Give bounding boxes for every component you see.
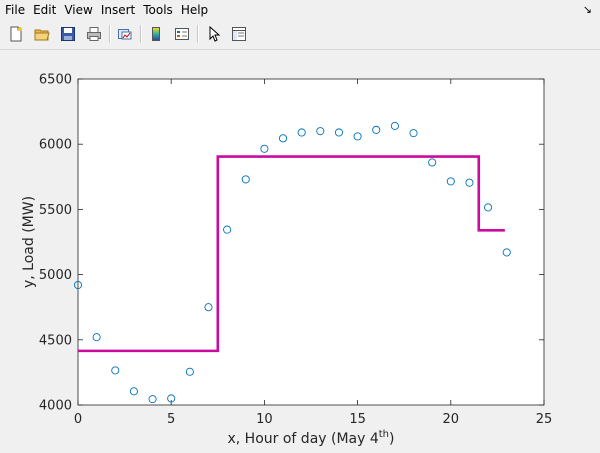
y-tick-label: 6500 [39, 73, 72, 88]
toolbar-separator [197, 25, 199, 43]
legend-icon[interactable] [172, 24, 192, 44]
y-tick-label: 4000 [39, 399, 72, 414]
step-fit-line [78, 155, 505, 353]
open-folder-icon[interactable] [32, 24, 52, 44]
y-tick-label: 6000 [39, 138, 72, 153]
data-point [353, 132, 362, 141]
property-inspector-icon[interactable] [229, 24, 249, 44]
data-point [428, 158, 437, 167]
y-tick-label: 5000 [39, 268, 72, 283]
data-point [334, 128, 344, 137]
toolbar-separator [140, 25, 142, 43]
printer-icon[interactable] [84, 24, 104, 44]
data-point [465, 178, 474, 187]
toolbar-separator [109, 25, 111, 43]
link-plot-icon[interactable] [115, 24, 135, 44]
data-point [92, 333, 101, 342]
figure-canvas: 0 5 10 15 20 25 4000 4500 5000 5500 6000 6500 x, Ho… [0, 50, 600, 449]
menu-bar: File Edit View Insert Tools Help ↘ [0, 0, 600, 20]
x-tick-label: 0 [74, 412, 82, 427]
data-point [484, 203, 493, 212]
x-tick-label: 15 [349, 412, 366, 427]
data-point [241, 175, 250, 184]
data-point [390, 121, 399, 130]
data-point [204, 303, 213, 312]
data-point [278, 134, 288, 143]
axes-box [77, 78, 545, 406]
data-point [167, 394, 176, 403]
x-tick-label: 20 [443, 412, 460, 427]
data-point [129, 387, 138, 396]
y-axis-label: y, Load (MW) [21, 196, 37, 288]
x-tick-label: 10 [256, 412, 273, 427]
data-point [502, 248, 511, 257]
new-figure-icon[interactable] [6, 24, 26, 44]
data-point [185, 367, 194, 376]
x-tick-label: 25 [536, 412, 553, 427]
y-tick-label: 4500 [39, 333, 72, 348]
figure-toolbar [0, 20, 600, 50]
data-point [148, 395, 157, 404]
data-point [111, 366, 120, 375]
data-point [73, 280, 83, 290]
pointer-arrow-icon[interactable] [204, 24, 224, 44]
data-point [409, 129, 418, 138]
x-axis-label: x, Hour of day (May 4th) [228, 429, 395, 447]
menu-view[interactable]: View [64, 3, 93, 17]
chart-svg: 0 5 10 15 20 25 4000 4500 5000 5500 6000 6500 x, Ho… [21, 73, 553, 448]
data-point [372, 125, 381, 134]
menu-edit[interactable]: Edit [33, 3, 57, 17]
data-point [260, 144, 269, 153]
colorbar-icon[interactable] [146, 24, 166, 44]
menu-insert[interactable]: Insert [100, 3, 136, 17]
menu-tools[interactable]: Tools [143, 3, 173, 17]
menu-file[interactable]: File [5, 3, 26, 17]
y-tick-label: 5500 [39, 203, 72, 218]
menu-help[interactable]: Help [180, 3, 209, 17]
undock-arrow-icon[interactable]: ↘ [582, 3, 592, 16]
x-tick-label: 5 [167, 412, 175, 427]
save-disk-icon[interactable] [58, 24, 78, 44]
data-point [223, 225, 232, 234]
data-point [446, 177, 455, 186]
data-point [297, 128, 306, 137]
data-point [316, 127, 325, 136]
